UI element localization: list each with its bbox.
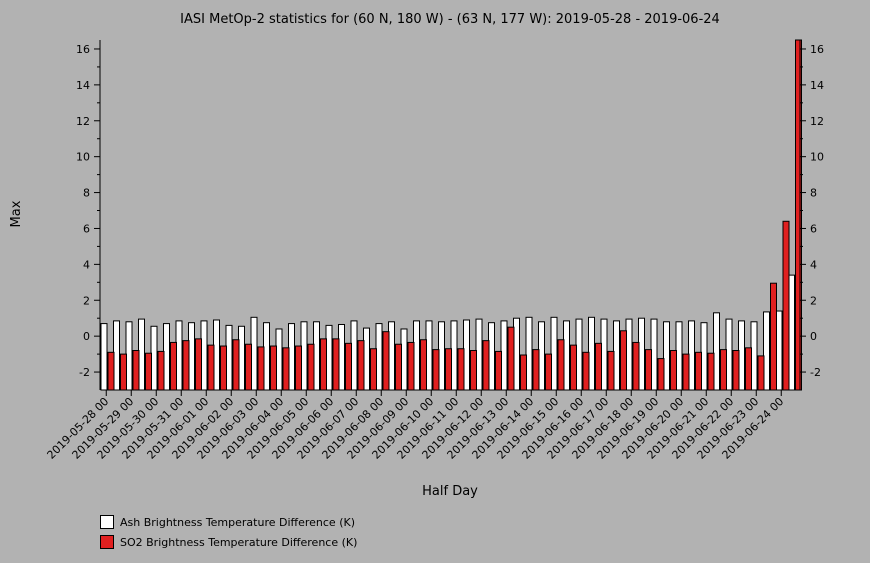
y-tick-label-right: 4 bbox=[810, 258, 817, 271]
bar-so2 bbox=[757, 355, 765, 391]
bar-ash bbox=[713, 312, 720, 391]
bar-so2 bbox=[420, 339, 427, 391]
bar-so2 bbox=[570, 344, 577, 391]
bar-so2 bbox=[657, 358, 665, 391]
y-tick-label-left: 10 bbox=[76, 151, 90, 164]
bar-so2 bbox=[132, 350, 140, 391]
bar-so2 bbox=[332, 338, 340, 391]
bar-so2 bbox=[607, 350, 615, 391]
bar-so2 bbox=[270, 345, 277, 391]
bar-so2 bbox=[545, 353, 552, 391]
legend: Ash Brightness Temperature Difference (K… bbox=[100, 512, 357, 552]
bar-so2 bbox=[795, 39, 802, 391]
bar-so2 bbox=[482, 340, 490, 391]
bar-so2 bbox=[232, 339, 240, 391]
legend-item-so2: SO2 Brightness Temperature Difference (K… bbox=[100, 532, 357, 552]
bar-so2 bbox=[557, 339, 565, 391]
bar-so2 bbox=[432, 349, 440, 391]
y-tick-label-right: 0 bbox=[810, 330, 817, 343]
y-axis-label: Max bbox=[9, 200, 24, 227]
x-axis-label: Half Day bbox=[422, 484, 478, 499]
y-tick-label-right: 2 bbox=[810, 294, 817, 307]
bar-so2 bbox=[395, 343, 402, 391]
bar-so2 bbox=[782, 220, 790, 391]
bar-so2 bbox=[220, 345, 227, 391]
chart-title: IASI MetOp-2 statistics for (60 N, 180 W… bbox=[180, 12, 720, 27]
bar-so2 bbox=[532, 349, 540, 391]
y-tick-label-left: 4 bbox=[83, 258, 90, 271]
bar-so2 bbox=[407, 341, 415, 391]
bar-so2 bbox=[720, 349, 727, 391]
bar-so2 bbox=[682, 353, 690, 391]
bar-so2 bbox=[370, 348, 377, 391]
bar-ash bbox=[763, 311, 770, 391]
bar-so2 bbox=[182, 340, 190, 391]
bar-so2 bbox=[595, 342, 602, 391]
legend-item-ash: Ash Brightness Temperature Difference (K… bbox=[100, 512, 357, 532]
bar-so2 bbox=[345, 342, 352, 391]
bar-so2 bbox=[295, 345, 302, 391]
bar-so2 bbox=[645, 349, 652, 391]
bar-so2 bbox=[507, 326, 515, 391]
bar-so2 bbox=[107, 351, 115, 391]
bar-so2 bbox=[157, 350, 165, 391]
bar-so2 bbox=[245, 343, 252, 391]
bar-so2 bbox=[195, 338, 202, 391]
legend-swatch-ash bbox=[100, 515, 114, 529]
bar-so2 bbox=[470, 350, 477, 391]
bar-so2 bbox=[320, 338, 327, 391]
legend-label-ash: Ash Brightness Temperature Difference (K… bbox=[120, 515, 355, 529]
y-tick-label-left: 12 bbox=[76, 115, 90, 128]
bar-so2 bbox=[620, 330, 627, 391]
bar-so2 bbox=[745, 347, 752, 391]
y-tick-label-right: 16 bbox=[810, 43, 824, 56]
bar-ash bbox=[525, 316, 533, 391]
bar-so2 bbox=[770, 282, 777, 391]
bar-so2 bbox=[207, 344, 215, 391]
legend-swatch-so2 bbox=[100, 535, 114, 549]
bar-so2 bbox=[495, 350, 502, 391]
y-tick-label-left: -2 bbox=[79, 366, 90, 379]
bar-so2 bbox=[357, 340, 365, 391]
y-tick-label-left: 8 bbox=[83, 187, 90, 200]
bar-ash bbox=[663, 321, 670, 391]
bar-so2 bbox=[707, 352, 715, 391]
bar-so2 bbox=[257, 346, 265, 391]
y-tick-label-left: 14 bbox=[76, 79, 90, 92]
bar-so2 bbox=[307, 343, 315, 391]
y-tick-label-right: 10 bbox=[810, 151, 824, 164]
y-tick-label-right: 6 bbox=[810, 222, 817, 235]
bar-so2 bbox=[382, 331, 390, 391]
y-tick-label-right: 14 bbox=[810, 79, 824, 92]
bar-so2 bbox=[670, 350, 677, 391]
bar-so2 bbox=[695, 351, 702, 391]
y-tick-label-left: 6 bbox=[83, 222, 90, 235]
y-tick-label-left: 16 bbox=[76, 43, 90, 56]
y-tick-label-right: -2 bbox=[810, 366, 821, 379]
bar-ash bbox=[100, 323, 108, 391]
bar-so2 bbox=[732, 350, 740, 391]
bar-so2 bbox=[457, 348, 465, 391]
y-tick-label-left: 0 bbox=[83, 330, 90, 343]
y-tick-label-right: 8 bbox=[810, 187, 817, 200]
legend-label-so2: SO2 Brightness Temperature Difference (K… bbox=[120, 535, 358, 549]
bar-so2 bbox=[582, 351, 590, 391]
bar-so2 bbox=[120, 353, 127, 391]
bar-so2 bbox=[145, 352, 152, 391]
bar-so2 bbox=[170, 341, 177, 391]
bar-so2 bbox=[445, 348, 452, 391]
bar-so2 bbox=[632, 341, 640, 391]
y-tick-label-right: 12 bbox=[810, 115, 824, 128]
bar-so2 bbox=[282, 347, 290, 391]
y-tick-label-left: 2 bbox=[83, 294, 90, 307]
bar-so2 bbox=[520, 354, 527, 391]
